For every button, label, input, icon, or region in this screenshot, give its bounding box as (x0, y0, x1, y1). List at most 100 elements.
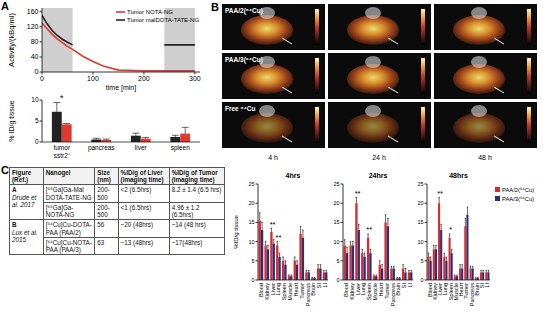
y-axis (343, 184, 344, 280)
error-bar (172, 135, 179, 137)
time-label: 48 h (478, 154, 492, 161)
legend-label: PAA/2(⁶⁴Cu) (502, 187, 534, 193)
error-bar (282, 257, 284, 261)
color-bar (527, 58, 531, 94)
significance: * (449, 225, 452, 234)
legend-swatch (495, 187, 500, 192)
y-tick (425, 280, 428, 281)
chart-title: 24hrs (369, 172, 388, 179)
figure-letter: A (12, 186, 17, 193)
error-bar (259, 213, 261, 221)
y-tick (341, 184, 344, 185)
panel-label: A (1, 0, 9, 12)
bar (454, 276, 456, 280)
header-row: Figure (Ref.)NanogelSize (nm)%ID/g of Li… (10, 168, 225, 185)
error-bar (308, 270, 310, 272)
error-bar (391, 267, 393, 269)
error-bar (387, 219, 389, 227)
cell: <1 (6.5hrs) (118, 202, 169, 219)
error-bar (306, 270, 308, 272)
cell: 4.96 ± 1.2 (6.5hrs) (169, 202, 224, 219)
bar (264, 245, 266, 280)
mouse-signal (347, 15, 399, 45)
mouse-signal (453, 15, 505, 45)
error-bar (323, 270, 325, 272)
x-tick-label: liver (135, 144, 148, 151)
error-bar (261, 222, 263, 230)
bar (438, 203, 440, 280)
bar (325, 272, 327, 280)
bar (402, 268, 404, 280)
chart-title: 4hrs (286, 172, 301, 179)
label-line: spleen (171, 144, 191, 152)
y-axis-title: % ID/g tissue (8, 100, 16, 141)
bar (278, 257, 280, 280)
error-bar (290, 275, 292, 276)
bar (319, 268, 321, 280)
bar (381, 268, 383, 280)
error-bar (288, 275, 290, 276)
pet-image (222, 53, 325, 99)
bar (361, 253, 363, 280)
y-axis (42, 8, 43, 72)
bar (141, 139, 151, 142)
y-tick-label: 10 (31, 96, 39, 103)
y-axis-title: Activity/(kBq/ml) (7, 13, 16, 67)
cell: ~14 (48 hrs) (169, 220, 224, 237)
bar (369, 253, 371, 280)
legend-swatch (116, 19, 125, 21)
error-bar (265, 242, 267, 246)
bar (445, 261, 447, 280)
y-tick-label: 25 (417, 181, 423, 187)
pet-image (328, 53, 431, 99)
row: [⁶⁴Cu]Cu-NOTA-PAA (PAA/3)63~13 (48hrs)~1… (10, 237, 225, 254)
bar (261, 230, 263, 280)
error-bar (361, 249, 363, 253)
bar (323, 272, 325, 280)
error-bar (393, 267, 395, 269)
mouse-head (471, 56, 487, 68)
y-tick (341, 203, 344, 204)
error-bar (433, 245, 434, 249)
mouse-head (365, 56, 381, 68)
arrow (282, 38, 292, 44)
x-tick-label: 200 (138, 75, 150, 82)
y-tick-label: 120 (27, 23, 39, 30)
chart: BloodKidneyLiverLungSpleenMuscleHeartTum… (417, 172, 534, 306)
bar (466, 215, 468, 280)
bar (410, 272, 412, 280)
error-bar (465, 219, 466, 227)
pet-image (222, 102, 325, 148)
y-tick-label: 0 (35, 68, 39, 75)
row-label: Free ⁶⁴Cu (225, 105, 255, 112)
arrow (282, 136, 292, 142)
error-bar (375, 275, 377, 276)
error-bar (438, 197, 439, 203)
error-bar (475, 277, 476, 279)
pet-image (434, 4, 537, 50)
bar (461, 268, 463, 280)
y-tick-label: 40 (31, 53, 39, 60)
error-bar (364, 253, 366, 257)
error-bar (467, 207, 468, 215)
error-bar (461, 265, 462, 269)
x-axis (343, 280, 413, 281)
chart: BloodKidneyLiverLungSpleenMuscleHeartTum… (233, 172, 328, 306)
bar (273, 244, 275, 280)
shaded-range (42, 8, 73, 72)
error-bar (93, 138, 100, 139)
error-bar (379, 261, 381, 265)
bar (267, 249, 269, 280)
significance: ** (366, 225, 372, 234)
error-bar (346, 247, 348, 253)
bar (290, 276, 292, 280)
bar (433, 249, 435, 280)
bar (375, 276, 377, 280)
bar (259, 220, 261, 280)
cell: [⁶⁸Ga]Ga-NOTA-NG (43, 202, 95, 219)
y-tick-label: 5 (420, 258, 423, 264)
color-bar (315, 107, 319, 143)
x-tick-label: 0 (40, 75, 44, 82)
cell: ~17(48hrs) (169, 237, 224, 254)
bar (430, 261, 432, 280)
